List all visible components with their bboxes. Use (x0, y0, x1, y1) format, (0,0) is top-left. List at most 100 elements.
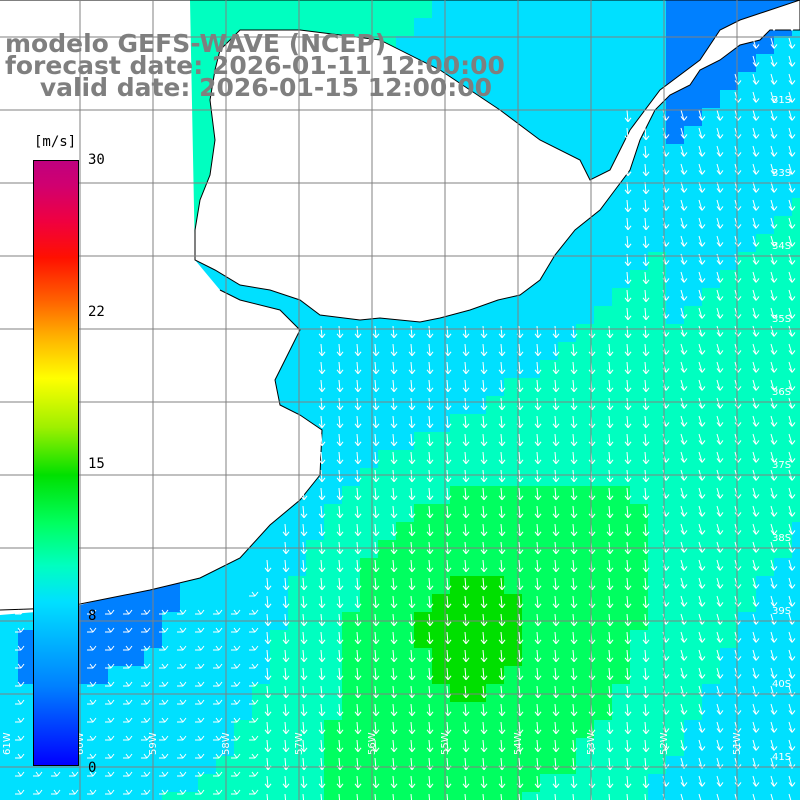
colorbar-tick-label: 22 (88, 304, 105, 320)
wind-arrow (87, 609, 97, 615)
wind-arrow (534, 613, 542, 627)
wind-arrow (716, 631, 724, 643)
wind-arrow (698, 217, 706, 229)
wind-arrow (752, 325, 760, 337)
wind-arrow (123, 699, 133, 705)
wind-arrow (159, 645, 169, 651)
wind-arrow (642, 307, 650, 321)
longitude-label: 57W (294, 732, 305, 755)
latitude-label: 40S (772, 679, 791, 690)
wind-arrow (231, 789, 241, 795)
wind-arrow (462, 667, 470, 681)
wind-arrow (624, 271, 632, 285)
wind-arrow (480, 325, 488, 339)
wind-arrow (606, 397, 614, 411)
wind-arrow (408, 703, 416, 717)
wind-arrow (642, 577, 650, 591)
wind-arrow (33, 789, 43, 795)
wind-arrow (770, 217, 778, 229)
wind-arrow (788, 361, 796, 373)
wind-arrow (552, 415, 560, 429)
wind-arrow (752, 343, 760, 355)
wind-arrow (444, 577, 452, 591)
wind-arrow (426, 667, 434, 681)
wind-arrow (231, 627, 241, 633)
wind-arrow (264, 631, 272, 645)
wind-arrow (123, 609, 133, 615)
wind-arrow (426, 757, 434, 771)
wind-arrow (336, 595, 344, 609)
wind-arrow (372, 703, 380, 717)
wind-arrow (300, 721, 308, 735)
wind-arrow (570, 487, 578, 501)
longitude-label: 53W (586, 732, 597, 755)
wind-arrow (680, 775, 688, 787)
wind-arrow (462, 487, 470, 501)
wind-arrow (336, 361, 344, 375)
wind-arrow (716, 667, 724, 679)
wind-arrow (642, 271, 650, 285)
wind-arrow (680, 181, 688, 193)
wind-arrow (51, 771, 61, 777)
wind-arrow (408, 775, 416, 789)
wind-arrow (534, 757, 542, 771)
wind-arrow (788, 37, 796, 49)
wind-arrow (480, 415, 488, 429)
wind-arrow (770, 163, 778, 175)
wind-arrow (498, 757, 506, 771)
wind-arrow (249, 663, 259, 669)
wind-arrow (390, 667, 398, 681)
wind-arrow (444, 757, 452, 771)
wind-arrow (752, 289, 760, 301)
wind-arrow (177, 699, 187, 705)
wind-arrow (318, 775, 326, 789)
wind-arrow (426, 577, 434, 591)
longitude-label: 51W (732, 732, 743, 755)
wind-arrow (336, 487, 344, 501)
wind-arrow (318, 649, 326, 663)
wind-arrow (752, 649, 760, 661)
wind-arrow (534, 721, 542, 735)
wind-arrow (680, 361, 688, 373)
wind-arrow (680, 541, 688, 553)
wind-arrow (770, 37, 778, 49)
wind-arrow (15, 717, 25, 723)
wind-arrow (480, 667, 488, 681)
wind-arrow (354, 721, 362, 735)
wind-arrow (552, 469, 560, 483)
wind-arrow (408, 433, 416, 447)
wind-arrow (770, 775, 778, 787)
wind-arrow (570, 361, 578, 375)
wind-arrow (752, 721, 760, 733)
wind-arrow (318, 631, 326, 645)
wind-arrow (480, 451, 488, 465)
wind-arrow (390, 325, 398, 339)
longitude-label: 56W (367, 732, 378, 755)
wind-arrow (426, 739, 434, 753)
wind-arrow (716, 559, 724, 571)
wind-arrow (752, 595, 760, 607)
wind-arrow (698, 451, 706, 463)
wind-arrow (570, 613, 578, 627)
wind-arrow (698, 145, 706, 157)
wind-arrow (231, 771, 241, 777)
wind-arrow (716, 451, 724, 463)
wind-arrow (354, 325, 362, 339)
wind-arrow (141, 627, 151, 633)
wind-arrow (534, 595, 542, 609)
wind-arrow (716, 343, 724, 355)
wind-arrow (195, 645, 205, 651)
wind-arrow (426, 649, 434, 663)
wind-arrow (336, 631, 344, 645)
wind-arrow (788, 397, 796, 409)
wind-arrow (534, 379, 542, 393)
wind-arrow (752, 217, 760, 229)
wind-arrow (480, 649, 488, 663)
wind-arrow (87, 735, 97, 741)
wind-arrow (698, 163, 706, 175)
wind-arrow (300, 505, 308, 519)
wind-arrow (105, 735, 115, 741)
wind-arrow (336, 739, 344, 753)
model-title: modelo GEFS-WAVE (NCEP) (5, 29, 387, 58)
wind-arrow (231, 699, 241, 705)
